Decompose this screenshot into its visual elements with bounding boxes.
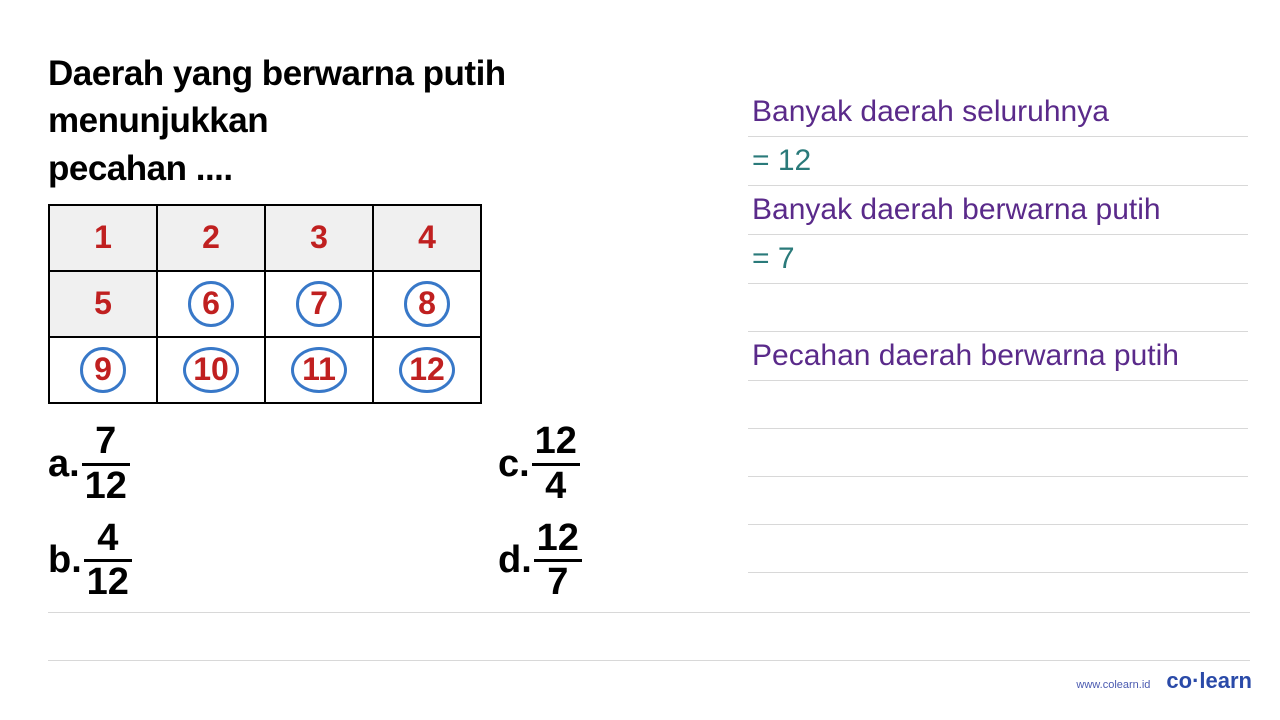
- solution-line-5: Pecahan daerah berwarna putih: [748, 332, 1248, 381]
- option-a-fraction: 7 12: [82, 422, 130, 507]
- grid-cell: 9: [49, 337, 157, 403]
- solution-line-2: = 12: [748, 137, 1248, 186]
- option-a: a. 7 12: [48, 422, 498, 507]
- title-line-1: Daerah yang berwarna putih menunjukkan: [48, 54, 506, 140]
- blank-line: [748, 381, 1248, 429]
- circle-highlight: 9: [80, 347, 126, 393]
- circle-highlight: 12: [399, 347, 455, 393]
- footer-logo: co·learn: [1166, 668, 1252, 694]
- grid-cell-number: 4: [418, 219, 436, 255]
- circle-highlight: 11: [291, 347, 347, 393]
- circle-highlight: 8: [404, 281, 450, 327]
- blank-line: [48, 613, 1250, 661]
- bottom-rule-area: [48, 565, 1250, 661]
- title-line-2: pecahan ....: [48, 149, 233, 188]
- grid-cell-number: 10: [193, 351, 229, 388]
- question-title: Daerah yang berwarna putih menunjukkan p…: [48, 50, 728, 192]
- grid-cell: 12: [373, 337, 481, 403]
- grid-cell-number: 1: [94, 219, 112, 255]
- grid-cell: 2: [157, 205, 265, 271]
- grid-cell: 10: [157, 337, 265, 403]
- grid-cell: 11: [265, 337, 373, 403]
- circle-highlight: 10: [183, 347, 239, 393]
- footer: www.colearn.id co·learn: [1076, 668, 1252, 694]
- option-c-fraction: 12 4: [532, 422, 580, 507]
- grid-cell-number: 9: [94, 351, 112, 388]
- question-panel: Daerah yang berwarna putih menunjukkan p…: [48, 50, 728, 615]
- grid-cell-number: 12: [409, 351, 445, 388]
- grid-cell: 1: [49, 205, 157, 271]
- blank-line: [748, 284, 1248, 332]
- blank-line: [48, 565, 1250, 613]
- footer-url: www.colearn.id: [1076, 679, 1150, 691]
- option-a-label: a.: [48, 443, 80, 486]
- grid-cell: 8: [373, 271, 481, 337]
- solution-line-3: Banyak daerah berwarna putih: [748, 186, 1248, 235]
- grid-cell-number: 8: [418, 285, 436, 322]
- grid-cell: 4: [373, 205, 481, 271]
- option-c-label: c.: [498, 443, 530, 486]
- option-c: c. 12 4: [498, 422, 580, 507]
- grid-cell-number: 6: [202, 285, 220, 322]
- blank-line: [748, 477, 1248, 525]
- solution-line-1: Banyak daerah seluruhnya: [748, 88, 1248, 137]
- circle-highlight: 7: [296, 281, 342, 327]
- grid-cell-number: 3: [310, 219, 328, 255]
- grid-cell-number: 2: [202, 219, 220, 255]
- grid-cell: 5: [49, 271, 157, 337]
- grid-cell-number: 7: [310, 285, 328, 322]
- solution-panel: Banyak daerah seluruhnya = 12 Banyak dae…: [728, 50, 1248, 615]
- grid-cell-number: 5: [94, 285, 112, 321]
- grid-cell: 6: [157, 271, 265, 337]
- grid-cell-number: 11: [302, 351, 336, 388]
- fraction-grid: 123456789101112: [48, 204, 482, 404]
- grid-cell: 7: [265, 271, 373, 337]
- solution-line-4: = 7: [748, 235, 1248, 284]
- circle-highlight: 6: [188, 281, 234, 327]
- grid-cell: 3: [265, 205, 373, 271]
- blank-line: [748, 429, 1248, 477]
